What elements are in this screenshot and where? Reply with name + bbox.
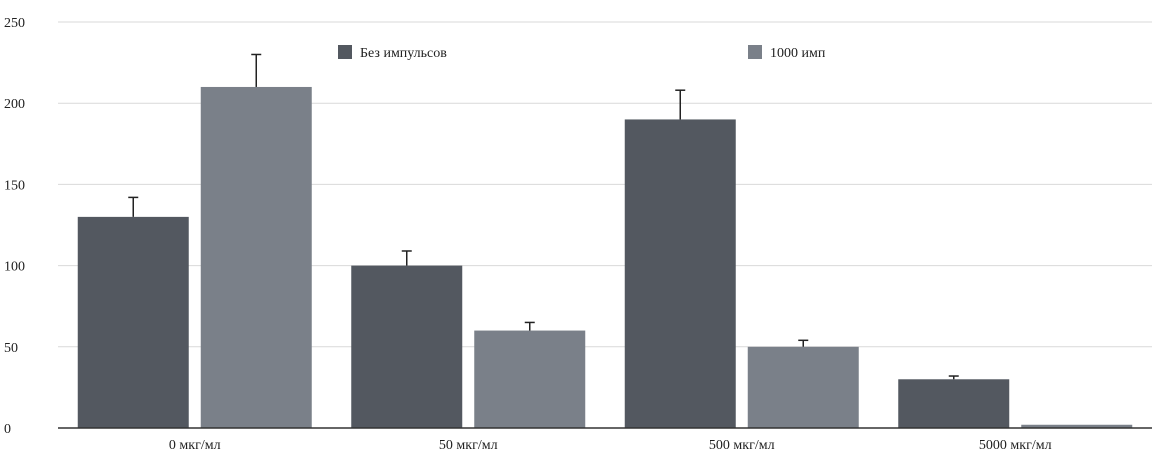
legend-swatch-series-1 (338, 45, 352, 59)
y-tick-label: 0 (4, 422, 11, 437)
legend-label-series-2: 1000 имп (770, 46, 826, 61)
y-tick-label: 50 (4, 341, 18, 356)
legend-label-series-1: Без импульсов (360, 46, 447, 61)
legend-swatch-series-2 (748, 45, 762, 59)
y-tick-label: 200 (4, 97, 25, 112)
bar-series-1-2 (351, 265, 463, 428)
bar-series-2-3 (747, 346, 859, 428)
bar-series-2-4 (1021, 424, 1133, 428)
x-category-label: 0 мкг/мл (169, 438, 221, 453)
bars (77, 86, 1133, 429)
x-axis-category-labels: 0 мкг/мл 50 мкг/мл 500 мкг/мл 5000 мкг/мл (169, 438, 1052, 453)
x-category-label: 5000 мкг/мл (979, 438, 1052, 453)
bar-series-2-1 (200, 86, 312, 429)
x-category-label: 50 мкг/мл (439, 438, 498, 453)
bar-series-1-1 (77, 216, 189, 428)
y-tick-label: 100 (4, 260, 25, 275)
bar-series-2-2 (474, 330, 586, 428)
legend: Без импульсов 1000 имп (338, 45, 826, 61)
y-tick-label: 250 (4, 16, 25, 31)
y-axis-ticks: 0 50 100 150 200 250 (4, 16, 25, 437)
bar-series-1-3 (624, 119, 736, 428)
error-bars (128, 53, 959, 380)
y-tick-label: 150 (4, 178, 25, 193)
bar-series-1-4 (898, 379, 1010, 428)
x-category-label: 500 мкг/мл (709, 438, 775, 453)
